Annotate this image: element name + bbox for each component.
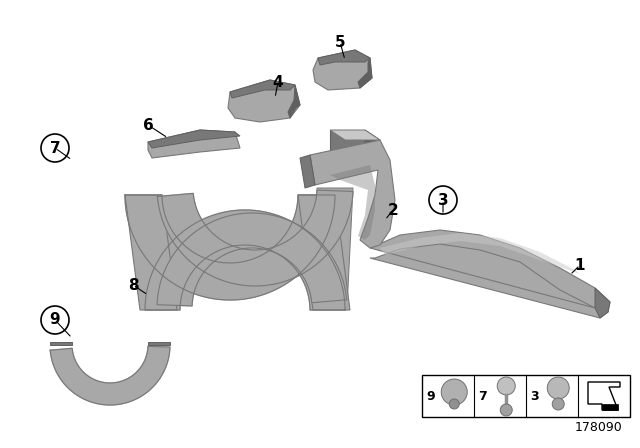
Text: 3: 3 [438,193,448,207]
Polygon shape [230,80,295,98]
Text: 4: 4 [273,74,284,90]
Polygon shape [125,195,335,300]
Polygon shape [145,210,345,310]
Circle shape [441,379,467,405]
Text: 7: 7 [478,389,487,402]
Polygon shape [602,404,618,410]
Polygon shape [50,346,170,405]
Circle shape [500,404,512,416]
Polygon shape [330,130,365,155]
Polygon shape [50,342,72,345]
Polygon shape [310,140,395,248]
Circle shape [552,398,564,410]
Text: 8: 8 [128,277,138,293]
Polygon shape [314,188,353,308]
Polygon shape [330,130,380,140]
Polygon shape [313,50,372,90]
Polygon shape [298,195,350,310]
Polygon shape [148,342,170,345]
Text: 9: 9 [426,389,435,402]
Polygon shape [228,80,300,122]
Circle shape [449,399,460,409]
Text: 7: 7 [50,141,60,155]
Text: 2: 2 [388,202,398,217]
Polygon shape [148,130,240,148]
Circle shape [547,377,569,399]
Polygon shape [157,190,353,286]
Polygon shape [365,130,380,168]
Text: 178090: 178090 [574,421,622,434]
Polygon shape [370,230,610,318]
Text: 1: 1 [575,258,585,272]
Polygon shape [330,165,375,240]
Polygon shape [358,58,372,88]
Polygon shape [595,288,610,318]
Text: 6: 6 [143,117,154,133]
Polygon shape [300,155,315,188]
Polygon shape [288,85,300,118]
Text: 3: 3 [530,389,539,402]
Polygon shape [148,130,240,158]
Polygon shape [380,233,580,274]
Text: 5: 5 [335,34,346,49]
Polygon shape [318,50,370,65]
Polygon shape [125,195,177,310]
Polygon shape [157,213,347,306]
Circle shape [497,377,515,395]
Text: 9: 9 [50,313,60,327]
Bar [422,375,630,417]
